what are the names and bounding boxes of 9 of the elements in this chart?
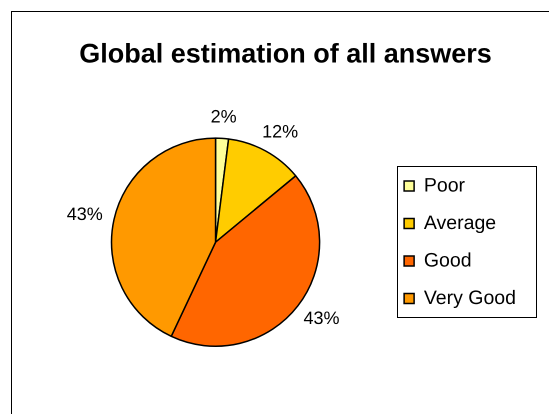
data-label: 43% — [303, 308, 340, 328]
chart-title: Global estimation of all answers — [79, 38, 492, 69]
legend-label: Good — [424, 249, 472, 272]
data-label: 12% — [262, 122, 298, 142]
legend-label: Very Good — [424, 286, 516, 309]
data-label: 43% — [66, 204, 103, 224]
legend-label: Average — [424, 212, 496, 234]
legend-label: Poor — [424, 174, 466, 196]
data-label: 2% — [210, 106, 237, 126]
